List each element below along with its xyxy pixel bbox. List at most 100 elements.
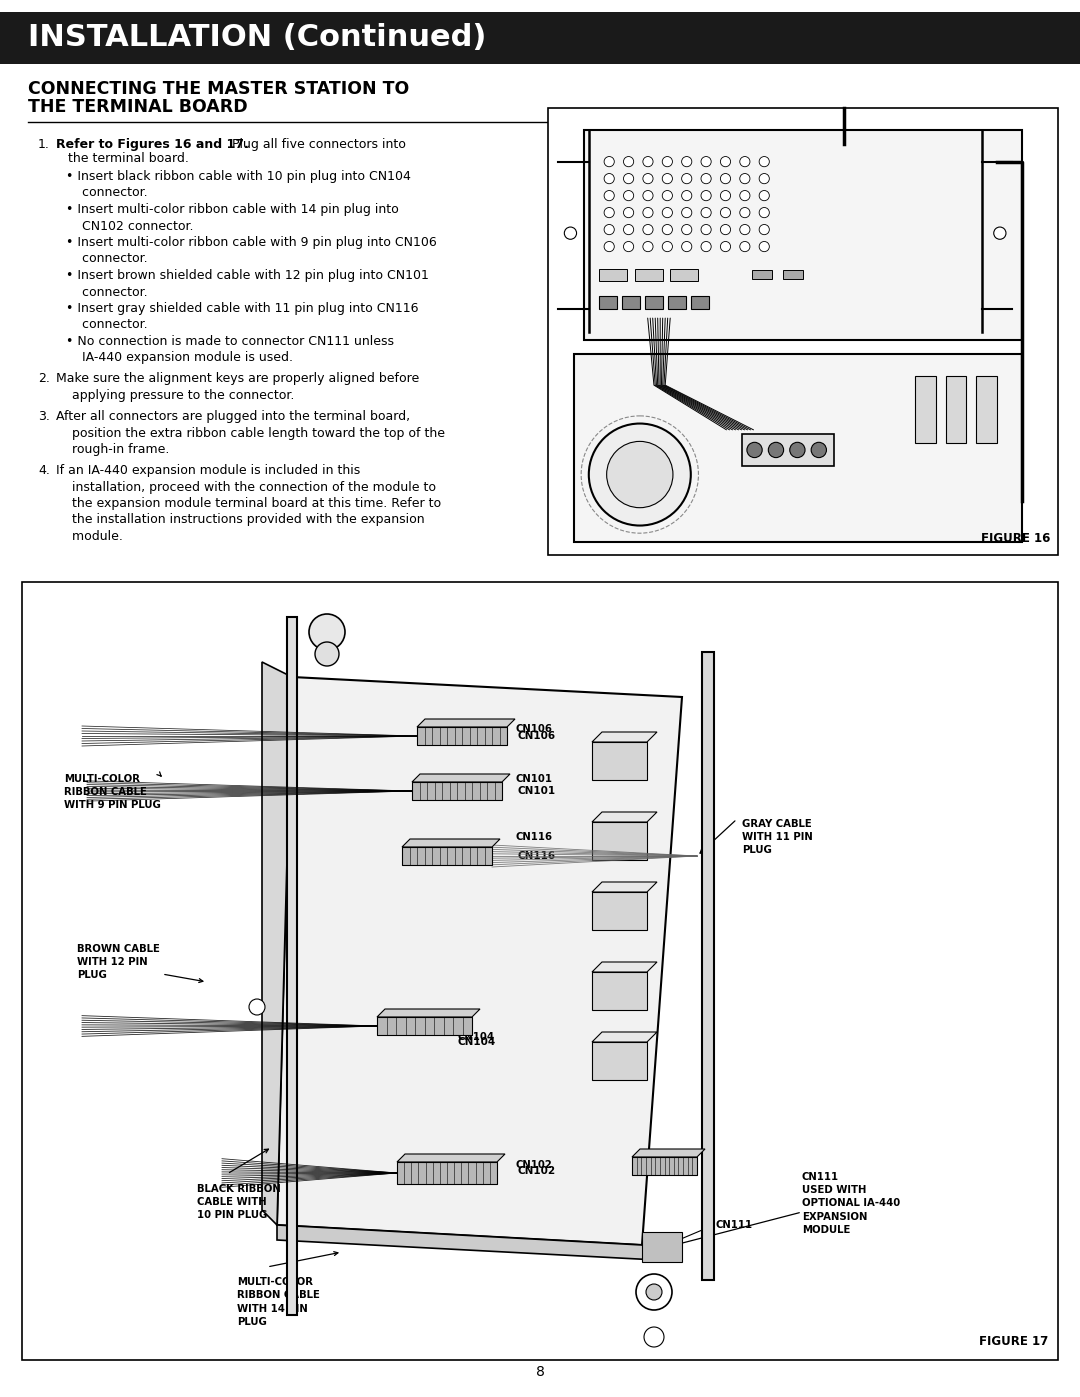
Text: MULTI-COLOR
RIBBON CABLE
WITH 9 PIN PLUG: MULTI-COLOR RIBBON CABLE WITH 9 PIN PLUG <box>64 774 161 810</box>
Bar <box>583 130 609 152</box>
Circle shape <box>720 156 730 166</box>
Bar <box>592 821 647 861</box>
Circle shape <box>994 228 1005 239</box>
Bar <box>946 376 967 443</box>
Circle shape <box>604 156 615 166</box>
Bar <box>397 1162 497 1185</box>
Circle shape <box>740 208 750 218</box>
Circle shape <box>623 173 634 184</box>
Text: CN111: CN111 <box>715 1220 752 1229</box>
Circle shape <box>604 225 615 235</box>
Circle shape <box>759 190 769 201</box>
Text: 2.: 2. <box>38 372 50 386</box>
Text: • Insert multi-color ribbon cable with 9 pin plug into CN106
    connector.: • Insert multi-color ribbon cable with 9… <box>66 236 436 265</box>
Bar <box>377 1017 472 1035</box>
Circle shape <box>701 173 712 184</box>
Text: CN111
USED WITH
OPTIONAL IA-440
EXPANSION
MODULE: CN111 USED WITH OPTIONAL IA-440 EXPANSIO… <box>802 1172 901 1235</box>
Bar <box>752 270 772 279</box>
Circle shape <box>720 208 730 218</box>
Bar <box>976 376 997 443</box>
Bar <box>702 652 714 1280</box>
Circle shape <box>681 190 692 201</box>
Text: If an IA-440 expansion module is included in this
    installation, proceed with: If an IA-440 expansion module is include… <box>56 464 441 543</box>
Circle shape <box>662 208 673 218</box>
Bar <box>915 376 935 443</box>
Circle shape <box>623 208 634 218</box>
Polygon shape <box>592 732 657 742</box>
Polygon shape <box>592 882 657 893</box>
Bar <box>691 296 708 309</box>
Text: CN106: CN106 <box>517 731 555 740</box>
Circle shape <box>565 228 577 239</box>
Text: 3.: 3. <box>38 409 50 423</box>
Polygon shape <box>276 678 681 1245</box>
Circle shape <box>607 441 673 507</box>
Circle shape <box>643 173 653 184</box>
Polygon shape <box>592 812 657 821</box>
Circle shape <box>681 156 692 166</box>
Text: CN104: CN104 <box>457 1037 496 1046</box>
Circle shape <box>720 190 730 201</box>
Circle shape <box>643 190 653 201</box>
Circle shape <box>747 443 762 458</box>
Circle shape <box>681 242 692 251</box>
Polygon shape <box>397 1154 505 1162</box>
Circle shape <box>662 225 673 235</box>
Bar <box>599 268 627 281</box>
Bar <box>592 972 647 1010</box>
Bar <box>742 434 834 465</box>
Circle shape <box>759 156 769 166</box>
Text: CN116: CN116 <box>515 833 552 842</box>
Text: GRAY CABLE
WITH 11 PIN
PLUG: GRAY CABLE WITH 11 PIN PLUG <box>742 819 813 855</box>
Circle shape <box>644 1327 664 1347</box>
Circle shape <box>315 643 339 666</box>
Bar <box>548 108 1058 555</box>
Text: CN101: CN101 <box>515 774 552 784</box>
Circle shape <box>309 615 345 650</box>
Circle shape <box>623 242 634 251</box>
Circle shape <box>759 242 769 251</box>
Bar <box>22 583 1058 1361</box>
Text: Refer to Figures 16 and 17.: Refer to Figures 16 and 17. <box>56 138 248 151</box>
Circle shape <box>681 225 692 235</box>
Circle shape <box>759 208 769 218</box>
Text: the terminal board.: the terminal board. <box>68 152 189 165</box>
Polygon shape <box>583 130 1023 341</box>
Text: Plug all five connectors into: Plug all five connectors into <box>228 138 406 151</box>
Circle shape <box>662 242 673 251</box>
Circle shape <box>681 208 692 218</box>
Text: CN102: CN102 <box>517 1166 555 1176</box>
Text: • Insert brown shielded cable with 12 pin plug into CN101
    connector.: • Insert brown shielded cable with 12 pi… <box>66 270 429 299</box>
Bar <box>592 742 647 780</box>
Text: • Insert black ribbon cable with 10 pin plug into CN104
    connector.: • Insert black ribbon cable with 10 pin … <box>66 170 410 200</box>
Text: After all connectors are plugged into the terminal board,
    position the extra: After all connectors are plugged into th… <box>56 409 445 455</box>
Circle shape <box>681 173 692 184</box>
Text: • Insert gray shielded cable with 11 pin plug into CN116
    connector.: • Insert gray shielded cable with 11 pin… <box>66 302 419 331</box>
Text: 8: 8 <box>536 1365 544 1379</box>
Text: CN104: CN104 <box>457 1032 494 1042</box>
Bar <box>645 296 663 309</box>
Circle shape <box>740 173 750 184</box>
Polygon shape <box>377 1009 480 1017</box>
Circle shape <box>662 190 673 201</box>
Polygon shape <box>592 963 657 972</box>
Circle shape <box>701 208 712 218</box>
Circle shape <box>740 242 750 251</box>
Text: CN101: CN101 <box>517 787 555 796</box>
Circle shape <box>768 443 784 458</box>
Polygon shape <box>632 1148 705 1157</box>
Text: 4.: 4. <box>38 464 50 476</box>
Text: INSTALLATION (Continued): INSTALLATION (Continued) <box>28 24 486 53</box>
Bar <box>287 617 297 1315</box>
Text: FIGURE 17: FIGURE 17 <box>978 1336 1048 1348</box>
Circle shape <box>662 173 673 184</box>
Circle shape <box>662 156 673 166</box>
Bar <box>642 1232 681 1261</box>
Circle shape <box>623 225 634 235</box>
Text: BLACK RIBBON
CABLE WITH
10 PIN PLUG: BLACK RIBBON CABLE WITH 10 PIN PLUG <box>197 1183 281 1220</box>
Bar <box>622 296 639 309</box>
Circle shape <box>643 208 653 218</box>
Bar <box>592 1042 647 1080</box>
Circle shape <box>701 225 712 235</box>
Bar <box>667 296 686 309</box>
